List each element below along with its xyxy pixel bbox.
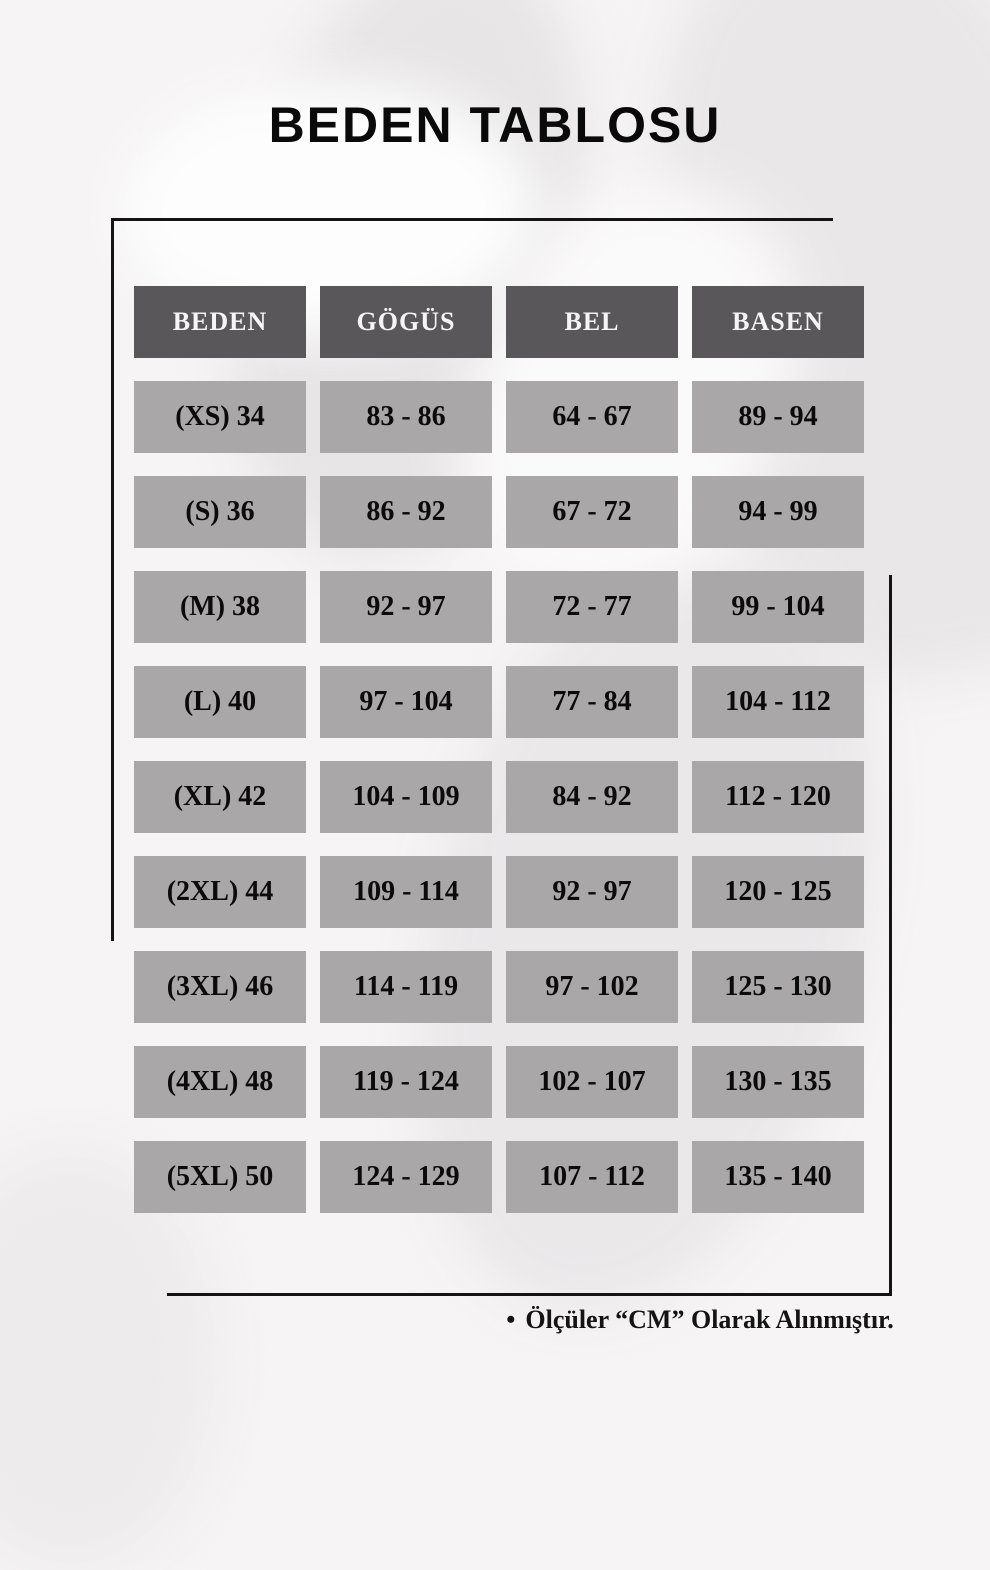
table-cell: 107 - 112 [506,1141,678,1213]
table-cell: 64 - 67 [506,381,678,453]
table-cell: 130 - 135 [692,1046,864,1118]
table-cell: 104 - 112 [692,666,864,738]
table-cell: 83 - 86 [320,381,492,453]
table-cell: 84 - 92 [506,761,678,833]
table-cell: 97 - 102 [506,951,678,1023]
size-table: BEDEN GÖGÜS BEL BASEN (XS) 34 83 - 86 64 - 67 8… [134,286,864,1213]
table-cell: 77 - 84 [506,666,678,738]
table-cell: 102 - 107 [506,1046,678,1118]
table-cell: 92 - 97 [506,856,678,928]
note-bullet: • [506,1305,516,1334]
table-cell: 86 - 92 [320,476,492,548]
table-cell: 114 - 119 [320,951,492,1023]
table-cell: 135 - 140 [692,1141,864,1213]
table-cell: 99 - 104 [692,571,864,643]
table-cell: 112 - 120 [692,761,864,833]
header-cell: BEDEN [134,286,306,358]
table-cell: (XS) 34 [134,381,306,453]
table-cell: (S) 36 [134,476,306,548]
page-title: BEDEN TABLOSU [268,97,722,153]
table-cell: (5XL) 50 [134,1141,306,1213]
table-cell: 72 - 77 [506,571,678,643]
table-cell: 119 - 124 [320,1046,492,1118]
table-cell: 109 - 114 [320,856,492,928]
table-cell: 94 - 99 [692,476,864,548]
table-cell: 89 - 94 [692,381,864,453]
table-cell: 97 - 104 [320,666,492,738]
table-cell: (2XL) 44 [134,856,306,928]
header-cell: BEL [506,286,678,358]
table-cell: 104 - 109 [320,761,492,833]
background-model-photo-shape [0,1150,220,1570]
table-cell: 124 - 129 [320,1141,492,1213]
table-cell: 67 - 72 [506,476,678,548]
header-cell: GÖGÜS [320,286,492,358]
table-cell: 92 - 97 [320,571,492,643]
table-cell: 125 - 130 [692,951,864,1023]
note-text: Ölçüler “CM” Olarak Alınmıştır. [525,1305,894,1334]
table-cell: (XL) 42 [134,761,306,833]
table-cell: (4XL) 48 [134,1046,306,1118]
table-cell: 120 - 125 [692,856,864,928]
table-cell: (3XL) 46 [134,951,306,1023]
measurement-note: • Ölçüler “CM” Olarak Alınmıştır. [390,1305,990,1335]
table-cell: (M) 38 [134,571,306,643]
size-chart-page: { "page": { "title": "BEDEN TABLOSU", "n… [111,0,990,1352]
header-cell: BASEN [692,286,864,358]
table-cell: (L) 40 [134,666,306,738]
